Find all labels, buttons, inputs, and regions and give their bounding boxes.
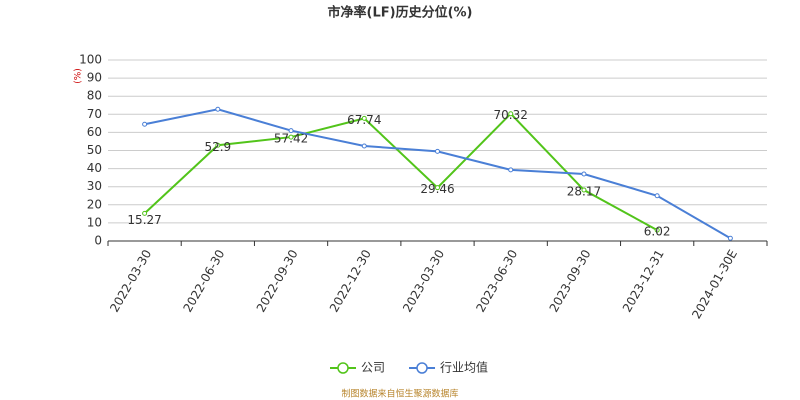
y-tick-label: 0 [94,234,102,248]
series-line [143,112,658,231]
data-point [361,115,367,121]
x-tick-label: 2024-01-30E [689,247,740,321]
data-point [727,235,733,241]
data-label: 67.74 [347,113,381,127]
y-tick-label: 100 [79,53,102,67]
chart-title: 市净率(LF)历史分位(%) [328,5,473,21]
legend-label: 公司 [361,361,385,375]
data-point [361,143,367,149]
x-tick-label: 2022-12-30 [327,247,374,314]
legend-marker [416,362,428,374]
y-tick-label: 40 [87,161,102,175]
y-tick-label: 80 [87,89,102,103]
data-label: 52.9 [204,140,231,154]
source-note: 制图数据来自恒生聚源数据库 [341,388,458,400]
data-point [142,121,148,127]
y-tick-label: 60 [87,125,102,139]
data-point [288,134,294,140]
data-point [581,171,587,177]
legend-label: 行业均值 [440,360,488,375]
x-tick-label: 2023-06-30 [473,247,520,314]
y-tick-label: 30 [87,179,102,193]
data-point [435,185,440,191]
y-tick-label: 20 [87,197,102,211]
data-point [581,187,587,193]
data-point [435,148,440,154]
data-point [508,111,514,117]
data-label: 6.02 [644,225,671,239]
data-point [508,167,514,173]
data-point [215,142,221,148]
y-tick-label: 50 [87,143,102,157]
x-tick-label: 2022-03-30 [107,247,154,314]
data-point [654,227,660,233]
x-tick-label: 2022-06-30 [180,247,227,314]
data-point [288,128,294,134]
x-tick-label: 2022-09-30 [254,247,301,314]
data-label: 57.42 [274,132,308,146]
data-point [142,210,148,216]
data-label: 15.27 [127,213,161,227]
data-point [215,106,221,112]
data-label: 70.32 [494,108,528,122]
x-tick-label: 2023-03-30 [400,247,447,314]
x-tick-label: 2023-12-31 [620,247,667,314]
y-tick-label: 10 [87,215,102,229]
y-tick-label: 70 [87,107,102,121]
x-tick-label: 2023-09-30 [547,247,594,314]
series-line [144,108,731,240]
data-label: 29.46 [420,182,454,196]
legend-marker [337,362,349,374]
data-point [654,193,660,199]
data-label: 28.17 [567,185,601,199]
y-axis-label: (%) [74,68,84,84]
y-tick-label: 90 [87,71,102,85]
